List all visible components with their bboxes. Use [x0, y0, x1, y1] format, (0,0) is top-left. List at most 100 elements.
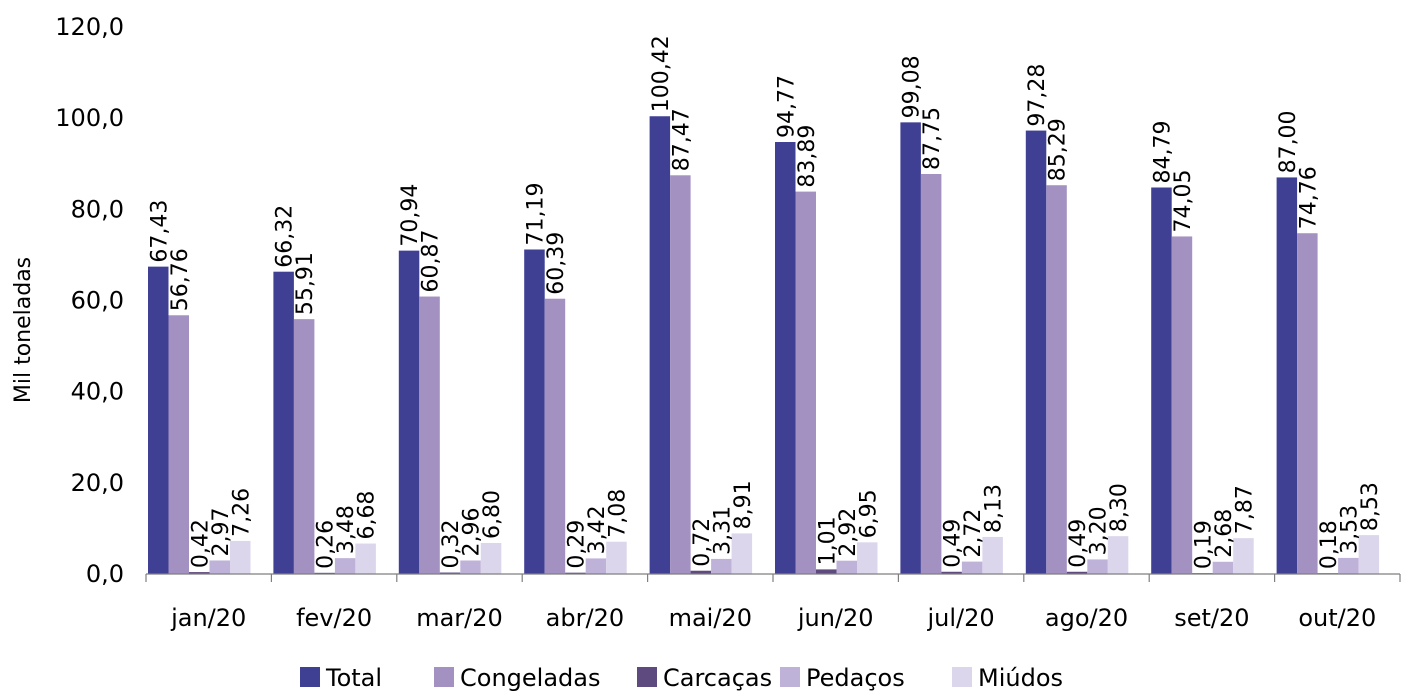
bar-miúdos: [606, 541, 627, 574]
y-tick-label: 0,0: [86, 560, 124, 588]
legend-swatch: [637, 667, 657, 687]
bar-congeladas: [168, 315, 189, 574]
bar-pedaços: [1087, 559, 1108, 574]
bar-congeladas: [920, 174, 942, 574]
data-label: 8,30: [1107, 483, 1132, 532]
bar-carcaças: [565, 572, 586, 574]
bar-total: [524, 249, 545, 574]
x-tick-label: jan/20: [170, 604, 246, 632]
bar-miúdos: [1107, 536, 1129, 574]
bar-carcaças: [1066, 571, 1088, 574]
y-tick-label: 20,0: [71, 469, 124, 497]
bar-carcaças: [816, 569, 837, 574]
data-label: 0,72: [690, 518, 715, 567]
y-tick-label: 40,0: [71, 378, 124, 406]
data-label: 87,00: [1276, 110, 1301, 173]
data-label: 74,05: [1171, 169, 1196, 232]
bar-congeladas: [795, 191, 816, 574]
data-label: 84,79: [1150, 121, 1175, 184]
data-label: 3,20: [1087, 506, 1112, 555]
y-axis-ticks: 0,0 20,0 40,0 60,0 80,0 100,0 120,0: [55, 13, 124, 588]
bar-pedaços: [711, 558, 732, 574]
bar-miúdos: [480, 543, 502, 574]
data-label: 0,29: [564, 520, 589, 569]
legend-label: Congeladas: [460, 664, 600, 692]
bar-congeladas: [1297, 233, 1318, 574]
y-tick-label: 60,0: [71, 287, 124, 315]
legend-swatch: [780, 667, 800, 687]
bar-miúdos: [982, 536, 1003, 574]
data-label: 55,91: [293, 252, 318, 315]
x-tick-label: jul/20: [927, 604, 995, 632]
data-label: 87,47: [669, 108, 694, 171]
x-tick-label: fev/20: [296, 604, 372, 632]
bar-congeladas: [670, 175, 691, 574]
data-label: 7,08: [605, 489, 630, 538]
bar-total: [900, 122, 921, 574]
data-label: 7,87: [1232, 485, 1257, 534]
x-tick-label: jun/20: [797, 604, 874, 632]
bar-total: [148, 266, 169, 574]
legend: Total Congeladas Carcaças Pedaços Miúdos: [300, 664, 1063, 692]
data-label: 70,94: [398, 184, 423, 247]
data-label: 0,42: [188, 519, 213, 568]
data-label: 8,53: [1358, 482, 1383, 531]
legend-label: Pedaços: [806, 664, 905, 692]
data-label: 2,68: [1212, 509, 1237, 558]
x-tick-label: out/20: [1298, 604, 1376, 632]
data-label: 71,19: [523, 183, 548, 246]
data-label: 7,26: [229, 488, 254, 537]
bar-carcaças: [189, 572, 210, 574]
data-label: 100,42: [649, 35, 674, 112]
bar-total: [1151, 187, 1172, 575]
data-label: 1,01: [815, 516, 840, 565]
bar-congeladas: [544, 298, 566, 574]
data-label: 3,31: [710, 506, 735, 555]
data-label: 94,77: [774, 75, 799, 138]
y-tick-label: 100,0: [55, 104, 124, 132]
data-label: 74,76: [1296, 166, 1321, 229]
bar-congeladas: [1171, 236, 1193, 574]
x-tick-label: set/20: [1174, 604, 1249, 632]
x-tick-label: mai/20: [669, 604, 752, 632]
data-label: 6,68: [355, 491, 380, 540]
legend-label: Carcaças: [663, 664, 772, 692]
bar-miúdos: [1233, 538, 1254, 574]
data-label: 3,42: [585, 505, 610, 554]
bar-total: [649, 116, 671, 574]
bar-total: [1025, 130, 1047, 574]
data-label: 0,49: [941, 519, 966, 568]
bar-pedaços: [1212, 561, 1234, 574]
bar-congeladas: [419, 296, 440, 574]
legend-label: Total: [325, 664, 382, 692]
x-tick-label: mar/20: [416, 604, 503, 632]
bar-total: [398, 250, 420, 574]
data-label: 60,87: [419, 230, 444, 293]
bar-congeladas: [293, 319, 315, 574]
data-label: 8,91: [731, 480, 756, 529]
data-label: 3,53: [1337, 505, 1362, 554]
bar-miúdos: [731, 533, 753, 574]
bar-pedaços: [585, 558, 607, 574]
data-label: 0,32: [439, 520, 464, 569]
bar-miúdos: [230, 540, 251, 574]
data-label: 0,26: [314, 520, 339, 569]
bar-total: [1276, 177, 1298, 575]
data-label: 2,72: [961, 509, 986, 558]
y-tick-label: 120,0: [55, 13, 124, 41]
data-label: 6,80: [480, 490, 505, 539]
bar-total: [273, 271, 294, 574]
bar-pedaços: [836, 560, 857, 574]
y-tick-label: 80,0: [71, 195, 124, 223]
bar-miúdos: [1358, 535, 1380, 574]
bar-pedaços: [209, 560, 230, 574]
data-label: 56,76: [168, 248, 193, 311]
data-label: 60,39: [544, 232, 569, 295]
data-label: 6,95: [856, 489, 881, 538]
data-label: 2,92: [836, 508, 861, 557]
data-label: 97,28: [1025, 64, 1050, 127]
data-label: 0,49: [1066, 519, 1091, 568]
bars-group: [148, 116, 1380, 575]
bar-miúdos: [355, 543, 376, 574]
